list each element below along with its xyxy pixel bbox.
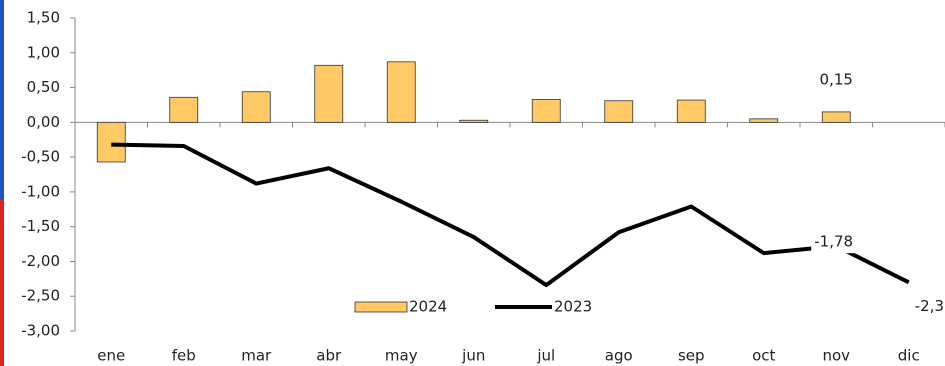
y-tick-label: -2,00	[21, 252, 60, 270]
bar	[241, 91, 271, 123]
bar	[314, 64, 344, 123]
y-tick-label: -2,50	[21, 287, 60, 305]
x-tick-label: oct	[752, 347, 775, 365]
x-tick-label: jun	[461, 347, 485, 365]
x-tick-label: jul	[536, 347, 555, 365]
legend-swatch	[354, 301, 408, 313]
x-tick-label: may	[385, 347, 418, 365]
bar	[386, 61, 416, 123]
bar	[604, 100, 634, 123]
y-tick-label: 0,50	[27, 78, 60, 96]
label-bg	[911, 295, 945, 318]
y-tick-label: -0,50	[21, 148, 60, 166]
y-tick-label: 0,00	[27, 113, 60, 131]
y-tick-label: -1,50	[21, 217, 60, 235]
bar	[459, 119, 489, 123]
x-tick-label: mar	[241, 347, 272, 365]
legend-label: 2023	[554, 298, 592, 316]
bar	[531, 98, 561, 123]
x-tick-label: ago	[605, 347, 633, 365]
y-tick-label: -1,00	[21, 182, 60, 200]
x-tick-label: abr	[316, 347, 342, 365]
x-tick-label: dic	[898, 347, 920, 365]
x-tick-label: feb	[172, 347, 196, 365]
data-label: 0,15	[820, 70, 853, 88]
data-label: -2,30	[915, 297, 945, 315]
y-tick-label: 1,50	[27, 9, 60, 27]
stripe-red	[0, 200, 4, 366]
data-label: -1,78	[814, 233, 853, 251]
line	[111, 142, 910, 288]
legend-label: 2024	[409, 298, 447, 316]
x-tick-label: nov	[822, 347, 850, 365]
bar	[821, 111, 851, 123]
bar	[169, 96, 199, 123]
bar	[749, 118, 779, 123]
bar	[96, 121, 126, 163]
x-tick-label: ene	[97, 347, 125, 365]
label-bg	[811, 231, 862, 254]
x-tick-label: sep	[678, 347, 705, 365]
stripe-blue	[0, 0, 4, 200]
bar	[676, 99, 706, 123]
y-tick-label: -3,00	[21, 322, 60, 340]
y-tick-label: 1,00	[27, 43, 60, 61]
